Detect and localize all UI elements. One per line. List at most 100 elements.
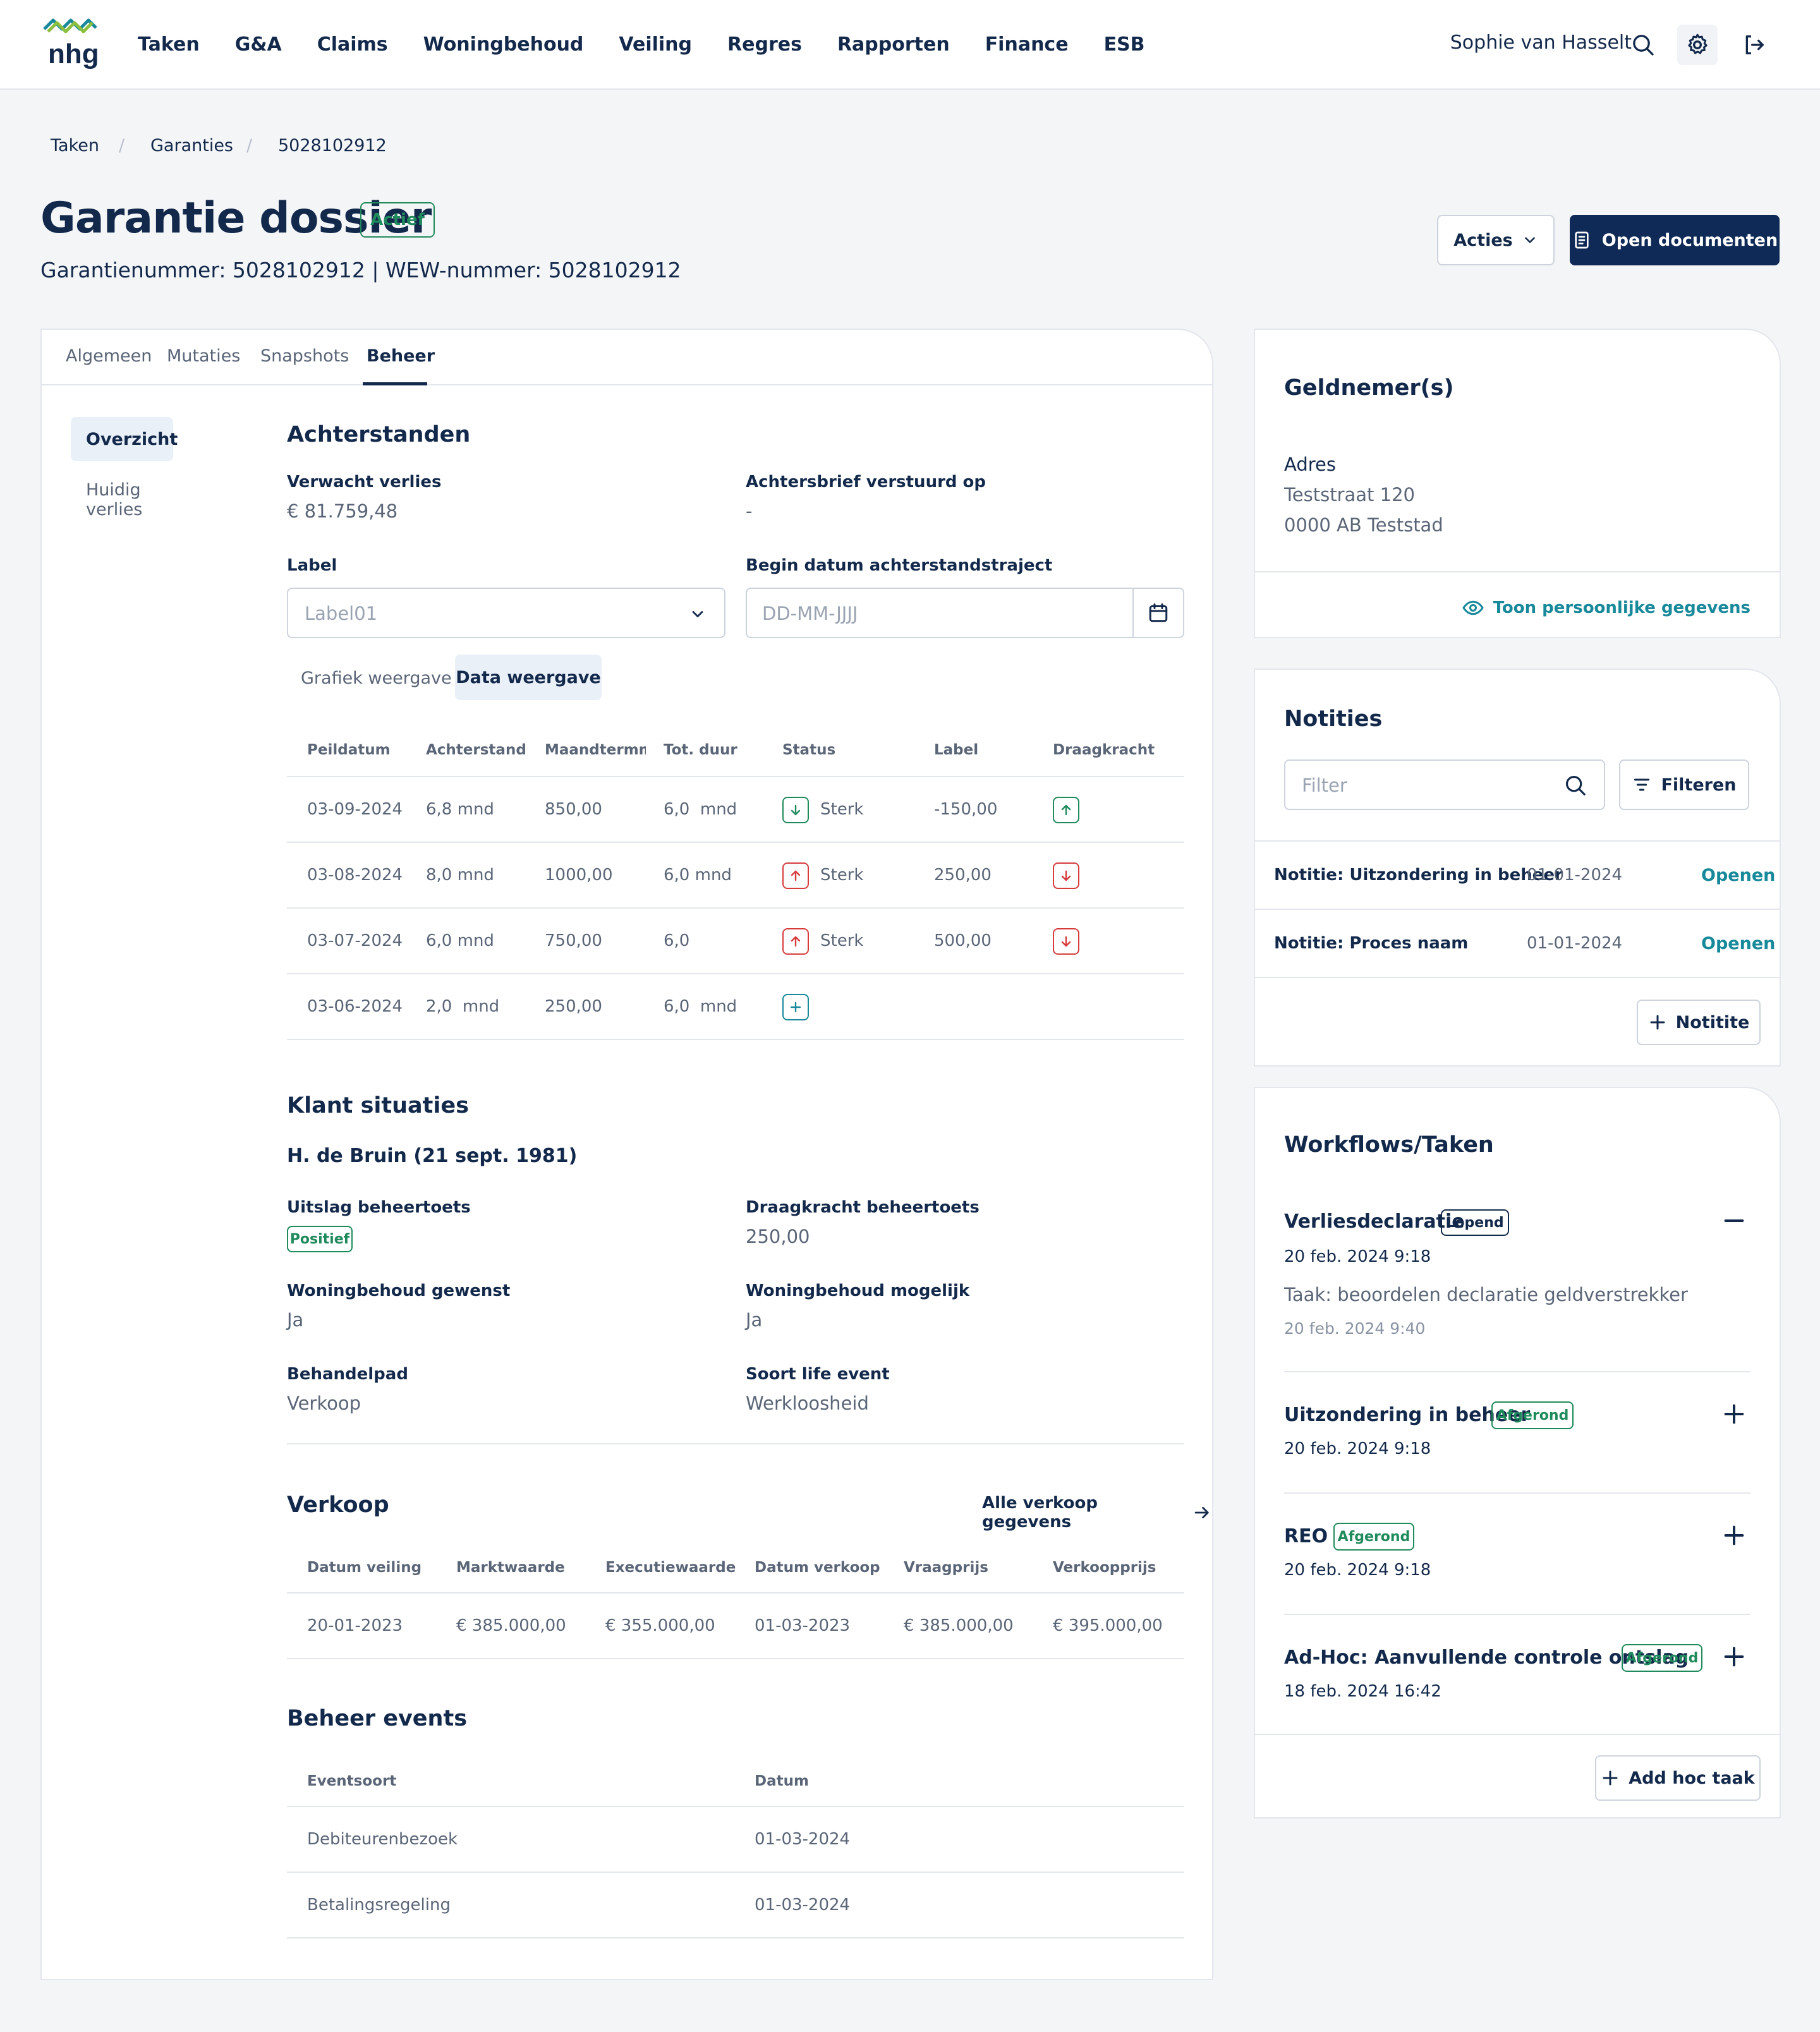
top-header: nhg Taken G&A Claims Woningbehoud Veilin… — [0, 0, 1820, 90]
col-tot-duur: Tot. duur — [664, 742, 737, 758]
col-maandtermijn: Maandtermmijn — [545, 742, 646, 758]
workflow-title[interactable]: Ad-Hoc: Aanvullende controle ontslag — [1284, 1647, 1689, 1669]
breadcrumb-separator: / — [246, 136, 253, 155]
divider — [1284, 1371, 1750, 1372]
tab-algemeen[interactable]: Algemeen — [66, 346, 152, 366]
eye-icon — [1462, 600, 1484, 615]
plus-icon[interactable] — [1721, 1644, 1747, 1669]
plus-icon[interactable] — [782, 994, 809, 1020]
tab-snapshots[interactable]: Snapshots — [260, 346, 349, 366]
cell-maandtermijn: 850,00 — [545, 800, 602, 819]
toon-label: Toon persoonlijke gegevens — [1493, 598, 1750, 617]
col-datum-verkoop: Datum verkoop — [755, 1559, 880, 1576]
behandelpad-value: Verkoop — [287, 1393, 361, 1414]
tab-bar — [42, 330, 1212, 385]
verwacht-verlies-value: € 81.759,48 — [287, 500, 398, 522]
workflow-title[interactable]: Uitzondering in beheer — [1284, 1404, 1531, 1426]
chevron-down-icon — [692, 611, 703, 617]
divider — [287, 1039, 1184, 1040]
label-select[interactable]: Label01 — [287, 588, 725, 638]
arrow-down-icon — [782, 797, 809, 823]
workflow-title[interactable]: Verliesdeclaratie — [1284, 1211, 1465, 1233]
notities-card: Notities Filter Filteren Notitie: Uitzon… — [1254, 668, 1781, 1067]
note-open-link[interactable]: Openen — [1701, 866, 1776, 885]
notities-filter-input[interactable]: Filter — [1284, 759, 1605, 810]
woningbehoud-gewenst-value: Ja — [287, 1309, 304, 1331]
minus-icon[interactable] — [1721, 1208, 1747, 1233]
add-hoc-taak-label: Add hoc taak — [1629, 1768, 1755, 1788]
side-nav-huidig-verlies[interactable]: Huidig verlies — [86, 480, 143, 519]
acties-button[interactable]: Acties — [1437, 215, 1555, 265]
begin-datum-input[interactable]: DD-MM-JJJJ — [746, 588, 1184, 638]
nav-ga[interactable]: G&A — [234, 33, 282, 56]
tab-mutaties[interactable]: Mutaties — [167, 346, 241, 366]
col-executiewaarde: Executiewaarde — [605, 1559, 736, 1576]
nav-woningbehoud[interactable]: Woningbehoud — [423, 33, 584, 56]
chevron-down-icon — [1524, 237, 1535, 243]
cell-event-datum: 01-03-2024 — [755, 1896, 851, 1914]
geldnemer-card: Geldnemer(s) Adres Teststraat 120 0000 A… — [1254, 329, 1781, 638]
cell-status: Sterk — [820, 800, 864, 819]
divider — [287, 907, 1184, 909]
divider — [287, 1592, 1184, 1594]
toon-persoonlijke-gegevens-link[interactable]: Toon persoonlijke gegevens — [1462, 596, 1750, 619]
plus-icon — [1650, 1015, 1665, 1030]
cell-eventsoort: Betalingsregeling — [307, 1896, 451, 1914]
positief-badge: Positief — [287, 1226, 353, 1252]
note-open-link[interactable]: Openen — [1701, 934, 1776, 953]
begin-datum-label: Begin datum achterstandstraject — [746, 556, 1053, 575]
begin-datum-placeholder: DD-MM-JJJJ — [762, 603, 858, 624]
open-documenten-button[interactable]: Open documenten — [1570, 215, 1780, 265]
add-notitie-button[interactable]: Notitite — [1637, 1000, 1761, 1045]
cell-duur: 6,0 mnd — [664, 997, 737, 1016]
divider — [1255, 840, 1780, 842]
plus-icon[interactable] — [1721, 1401, 1747, 1427]
cell-marktwaarde: € 385.000,00 — [456, 1616, 566, 1635]
label-select-value: Label01 — [305, 603, 378, 624]
alle-verkoop-link[interactable]: Alle verkoop gegevens — [982, 1494, 1212, 1532]
divider — [287, 1937, 1184, 1938]
table-row: 03-06-2024 2,0 mnd 250,00 6,0 mnd — [287, 974, 1184, 1040]
view-tab-grafiek[interactable]: Grafiek weergave — [301, 668, 452, 688]
divider — [287, 776, 1184, 777]
calendar-icon — [1149, 603, 1168, 622]
table-row: 03-09-2024 6,8 mnd 850,00 6,0 mnd Sterk … — [287, 777, 1184, 843]
nav-finance[interactable]: Finance — [985, 33, 1069, 56]
cell-eventsoort: Debiteurenbezoek — [307, 1830, 458, 1849]
col-verkoopprijs: Verkoopprijs — [1053, 1559, 1156, 1576]
divider — [1255, 1734, 1780, 1735]
nav-regres[interactable]: Regres — [727, 33, 802, 56]
workflow-date: 18 feb. 2024 16:42 — [1284, 1682, 1441, 1701]
add-hoc-taak-button[interactable]: Add hoc taak — [1595, 1755, 1761, 1801]
user-name[interactable]: Sophie van Hasselt — [1450, 32, 1632, 54]
breadcrumb-taken[interactable]: Taken — [51, 136, 99, 155]
logout-icon[interactable] — [1734, 25, 1774, 65]
nav-rapporten[interactable]: Rapporten — [837, 33, 950, 56]
status-badge: Actief — [360, 202, 435, 238]
afgerond-badge: Afgerond — [1333, 1523, 1414, 1551]
life-event-label: Soort life event — [746, 1365, 890, 1384]
acties-label: Acties — [1453, 230, 1513, 250]
nav-taken[interactable]: Taken — [138, 33, 200, 56]
divider — [287, 1443, 1184, 1444]
tab-beheer[interactable]: Beheer — [367, 346, 435, 366]
search-icon — [1565, 775, 1586, 795]
breadcrumb-garanties[interactable]: Garanties — [150, 136, 233, 155]
workflows-card: Workflows/Taken Verliesdeclaratie Lopend… — [1254, 1087, 1781, 1818]
gear-icon[interactable] — [1677, 25, 1718, 65]
workflow-title[interactable]: REO — [1284, 1525, 1328, 1547]
search-icon[interactable] — [1623, 25, 1663, 65]
calendar-button[interactable] — [1132, 589, 1183, 637]
nav-claims[interactable]: Claims — [317, 33, 388, 56]
plus-icon[interactable] — [1721, 1523, 1747, 1548]
nav-veiling[interactable]: Veiling — [619, 33, 693, 56]
view-tab-data[interactable]: Data weergave — [455, 655, 602, 700]
breadcrumb-current: 5028102912 — [278, 136, 387, 155]
filteren-button[interactable]: Filteren — [1619, 759, 1749, 810]
nhg-logo[interactable]: nhg — [42, 13, 99, 76]
side-nav-overzicht[interactable]: Overzicht — [71, 417, 178, 461]
nav-esb[interactable]: ESB — [1103, 33, 1145, 56]
workflow-date: 20 feb. 2024 9:18 — [1284, 1561, 1431, 1580]
add-notitie-label: Notitite — [1675, 1012, 1750, 1032]
divider — [287, 973, 1184, 974]
